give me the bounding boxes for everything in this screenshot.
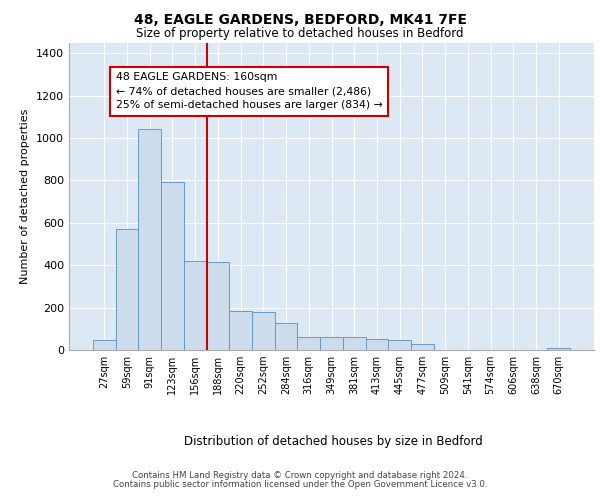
Bar bbox=[388, 340, 411, 350]
Text: Contains public sector information licensed under the Open Government Licence v3: Contains public sector information licen… bbox=[113, 480, 487, 489]
Y-axis label: Number of detached properties: Number of detached properties bbox=[20, 108, 31, 284]
Bar bbox=[365, 340, 388, 350]
Bar bbox=[275, 324, 298, 350]
Bar bbox=[229, 311, 252, 350]
Bar bbox=[547, 348, 570, 350]
Bar bbox=[139, 130, 161, 350]
Bar bbox=[206, 262, 229, 350]
Bar bbox=[411, 344, 434, 350]
Text: 48, EAGLE GARDENS, BEDFORD, MK41 7FE: 48, EAGLE GARDENS, BEDFORD, MK41 7FE bbox=[133, 12, 467, 26]
Bar bbox=[116, 229, 139, 350]
Bar bbox=[93, 340, 116, 350]
Bar bbox=[252, 312, 275, 350]
Text: Distribution of detached houses by size in Bedford: Distribution of detached houses by size … bbox=[184, 435, 482, 448]
Bar bbox=[184, 261, 206, 350]
Text: Size of property relative to detached houses in Bedford: Size of property relative to detached ho… bbox=[136, 28, 464, 40]
Bar bbox=[161, 182, 184, 350]
Bar bbox=[320, 337, 343, 350]
Bar bbox=[298, 337, 320, 350]
Bar bbox=[343, 338, 365, 350]
Text: Contains HM Land Registry data © Crown copyright and database right 2024.: Contains HM Land Registry data © Crown c… bbox=[132, 471, 468, 480]
Text: 48 EAGLE GARDENS: 160sqm
← 74% of detached houses are smaller (2,486)
25% of sem: 48 EAGLE GARDENS: 160sqm ← 74% of detach… bbox=[116, 72, 382, 110]
